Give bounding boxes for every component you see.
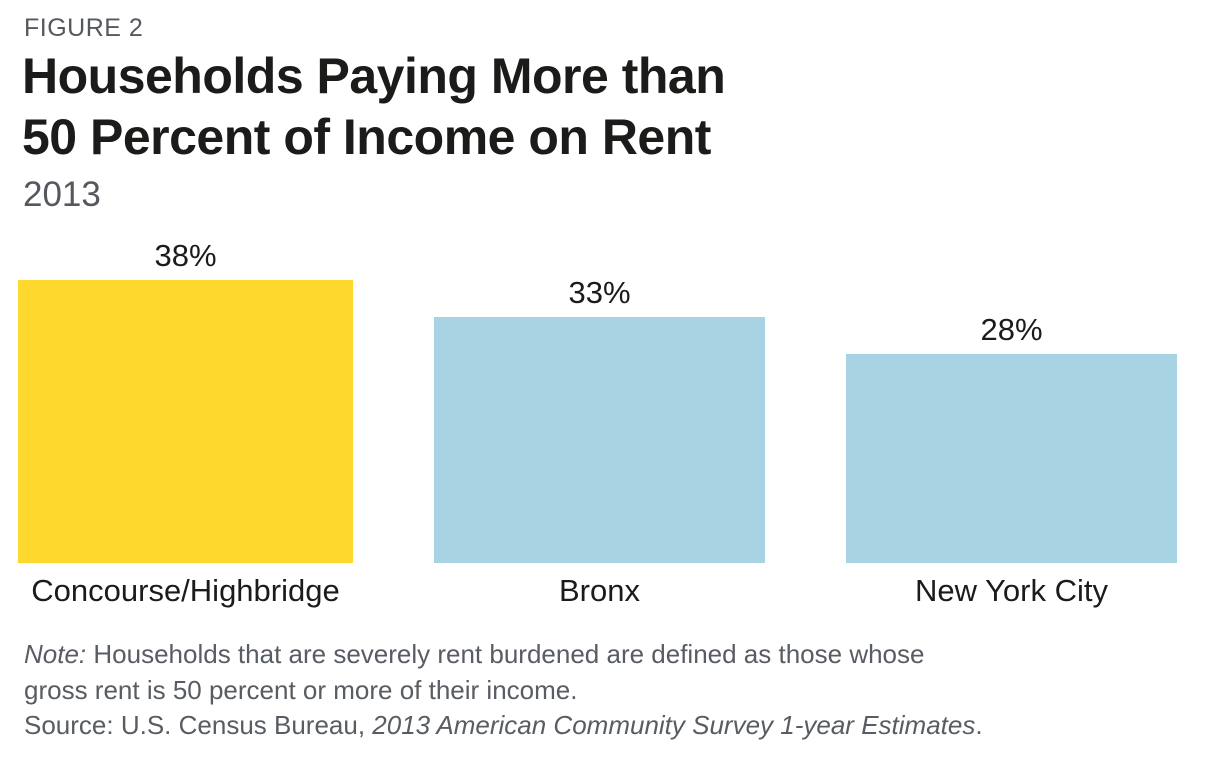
category-label-concourse-highbridge: Concourse/Highbridge xyxy=(31,573,340,608)
figure-number-label: FIGURE 2 xyxy=(24,14,144,42)
value-label-new-york-city: 28% xyxy=(980,312,1043,347)
chart-year-subtitle: 2013 xyxy=(23,175,101,214)
source-prefix: Source: U.S. Census Bureau, xyxy=(24,710,366,740)
bar-group-concourse-highbridge: 38% Concourse/Highbridge xyxy=(18,240,353,606)
bar-new-york-city xyxy=(846,354,1177,563)
chart-notes: Note: Households that are severely rent … xyxy=(24,637,1194,744)
category-label-new-york-city: New York City xyxy=(915,573,1108,608)
source-suffix: . xyxy=(975,710,983,740)
bar-group-new-york-city: 28% New York City xyxy=(846,314,1177,606)
chart-title-line1: Households Paying More than xyxy=(22,48,726,104)
source-title: 2013 American Community Survey 1-year Es… xyxy=(372,710,976,740)
note-text-part2: gross rent is 50 percent or more of thei… xyxy=(24,674,578,705)
note-line-2: gross rent is 50 percent or more of thei… xyxy=(24,673,1194,709)
value-label-concourse-highbridge: 38% xyxy=(154,238,217,273)
note-text-part1: Households that are severely rent burden… xyxy=(93,639,925,669)
chart-title: Households Paying More than 50 Percent of… xyxy=(22,46,726,168)
bar-bronx xyxy=(434,317,765,563)
note-label: Note: xyxy=(24,639,87,669)
bar-concourse-highbridge xyxy=(18,280,353,563)
bar-group-bronx: 33% Bronx xyxy=(434,277,765,606)
note-line-1: Note: Households that are severely rent … xyxy=(24,637,1194,673)
category-label-bronx: Bronx xyxy=(559,573,640,608)
source-line: Source: U.S. Census Bureau, 2013 America… xyxy=(24,708,1194,744)
chart-title-line2: 50 Percent of Income on Rent xyxy=(22,109,711,165)
value-label-bronx: 33% xyxy=(568,275,631,310)
